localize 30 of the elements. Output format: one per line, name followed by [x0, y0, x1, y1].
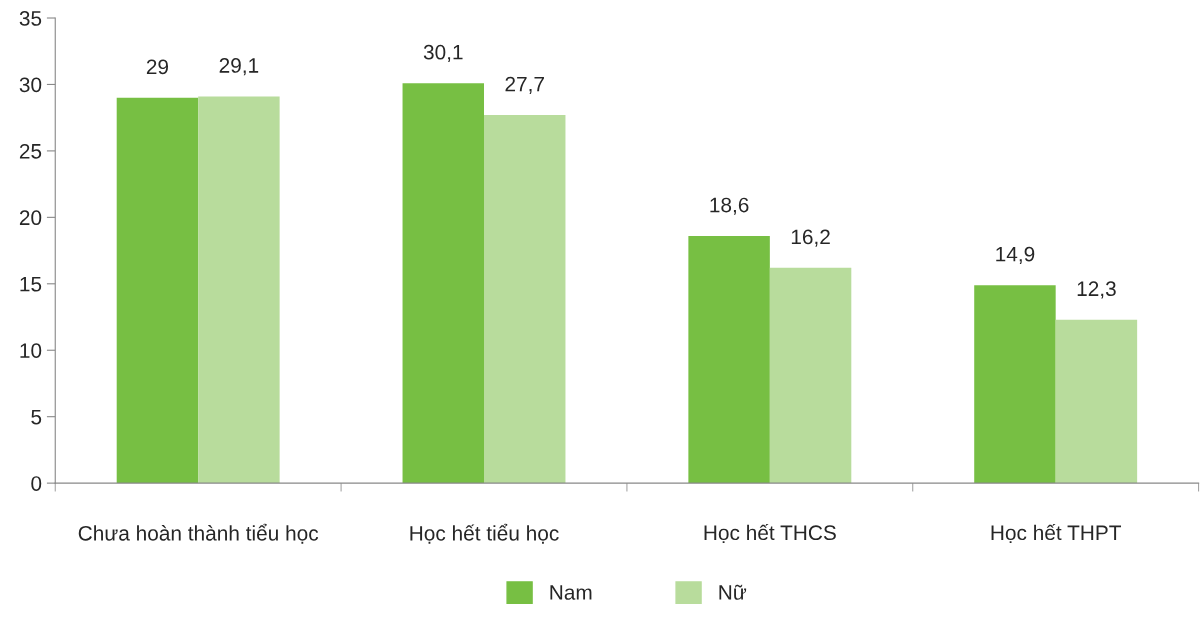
data-label: 29 — [146, 59, 169, 75]
y-tick-label: 35 — [19, 11, 42, 26]
bar — [402, 83, 484, 484]
y-tick-label: 15 — [20, 277, 42, 292]
bar — [769, 267, 852, 484]
data-label: 16,2 — [791, 229, 830, 247]
legend-label: Nam — [550, 585, 592, 600]
y-tick-label: 5 — [31, 409, 42, 425]
y-tick-label: 20 — [19, 210, 42, 226]
data-label: 18,6 — [710, 197, 749, 215]
data-label: 14,9 — [996, 246, 1035, 265]
y-tick-label: 30 — [19, 77, 42, 93]
x-tick-label: Học hết tiểu học — [410, 523, 559, 544]
data-label: 12,3 — [1077, 281, 1116, 299]
x-tick-label: Chưa hoàn thành tiểu học — [78, 523, 319, 544]
bar — [116, 97, 199, 484]
bar — [1055, 319, 1138, 484]
bar — [484, 115, 566, 484]
bar — [198, 96, 280, 484]
y-tick-label: 0 — [31, 476, 42, 491]
y-tick-label: 10 — [20, 343, 42, 358]
data-label: 27,7 — [505, 76, 544, 94]
legend-label: Nữ — [719, 584, 747, 600]
data-label: 29,1 — [219, 58, 259, 76]
bar — [688, 235, 770, 484]
bar — [974, 285, 1056, 484]
data-label: 30,1 — [423, 44, 463, 63]
x-tick-label: Học hết THPT — [991, 523, 1122, 544]
y-tick-label: 25 — [19, 143, 42, 159]
x-tick-label: Học hết THCS — [704, 523, 836, 544]
